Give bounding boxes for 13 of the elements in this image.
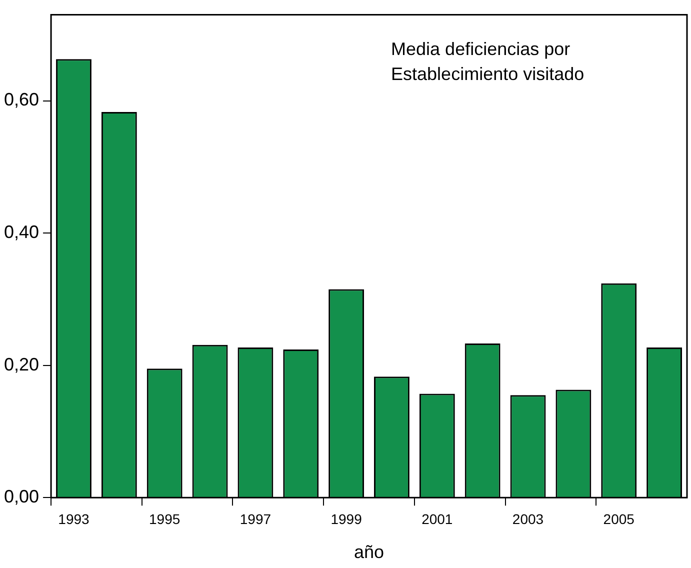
x-tick-label: 1995	[149, 510, 180, 527]
y-tick-label: 0,40	[4, 222, 40, 242]
y-tick-label: 0,60	[4, 90, 40, 110]
y-tick-label: 0,20	[4, 354, 40, 374]
x-axis-title: año	[354, 542, 384, 562]
y-tick-label: 0,00	[4, 486, 40, 507]
x-tick-label: 2003	[512, 510, 544, 527]
x-tick-label: 1993	[58, 510, 90, 527]
annotation: Media deficiencias por Establecimiento visitado	[391, 38, 584, 84]
x-tick-label: 2001	[422, 510, 453, 527]
x-tick-label: 2005	[603, 510, 635, 527]
x-tick-label: 1999	[330, 510, 362, 527]
x-tick-label: 1997	[240, 510, 272, 527]
